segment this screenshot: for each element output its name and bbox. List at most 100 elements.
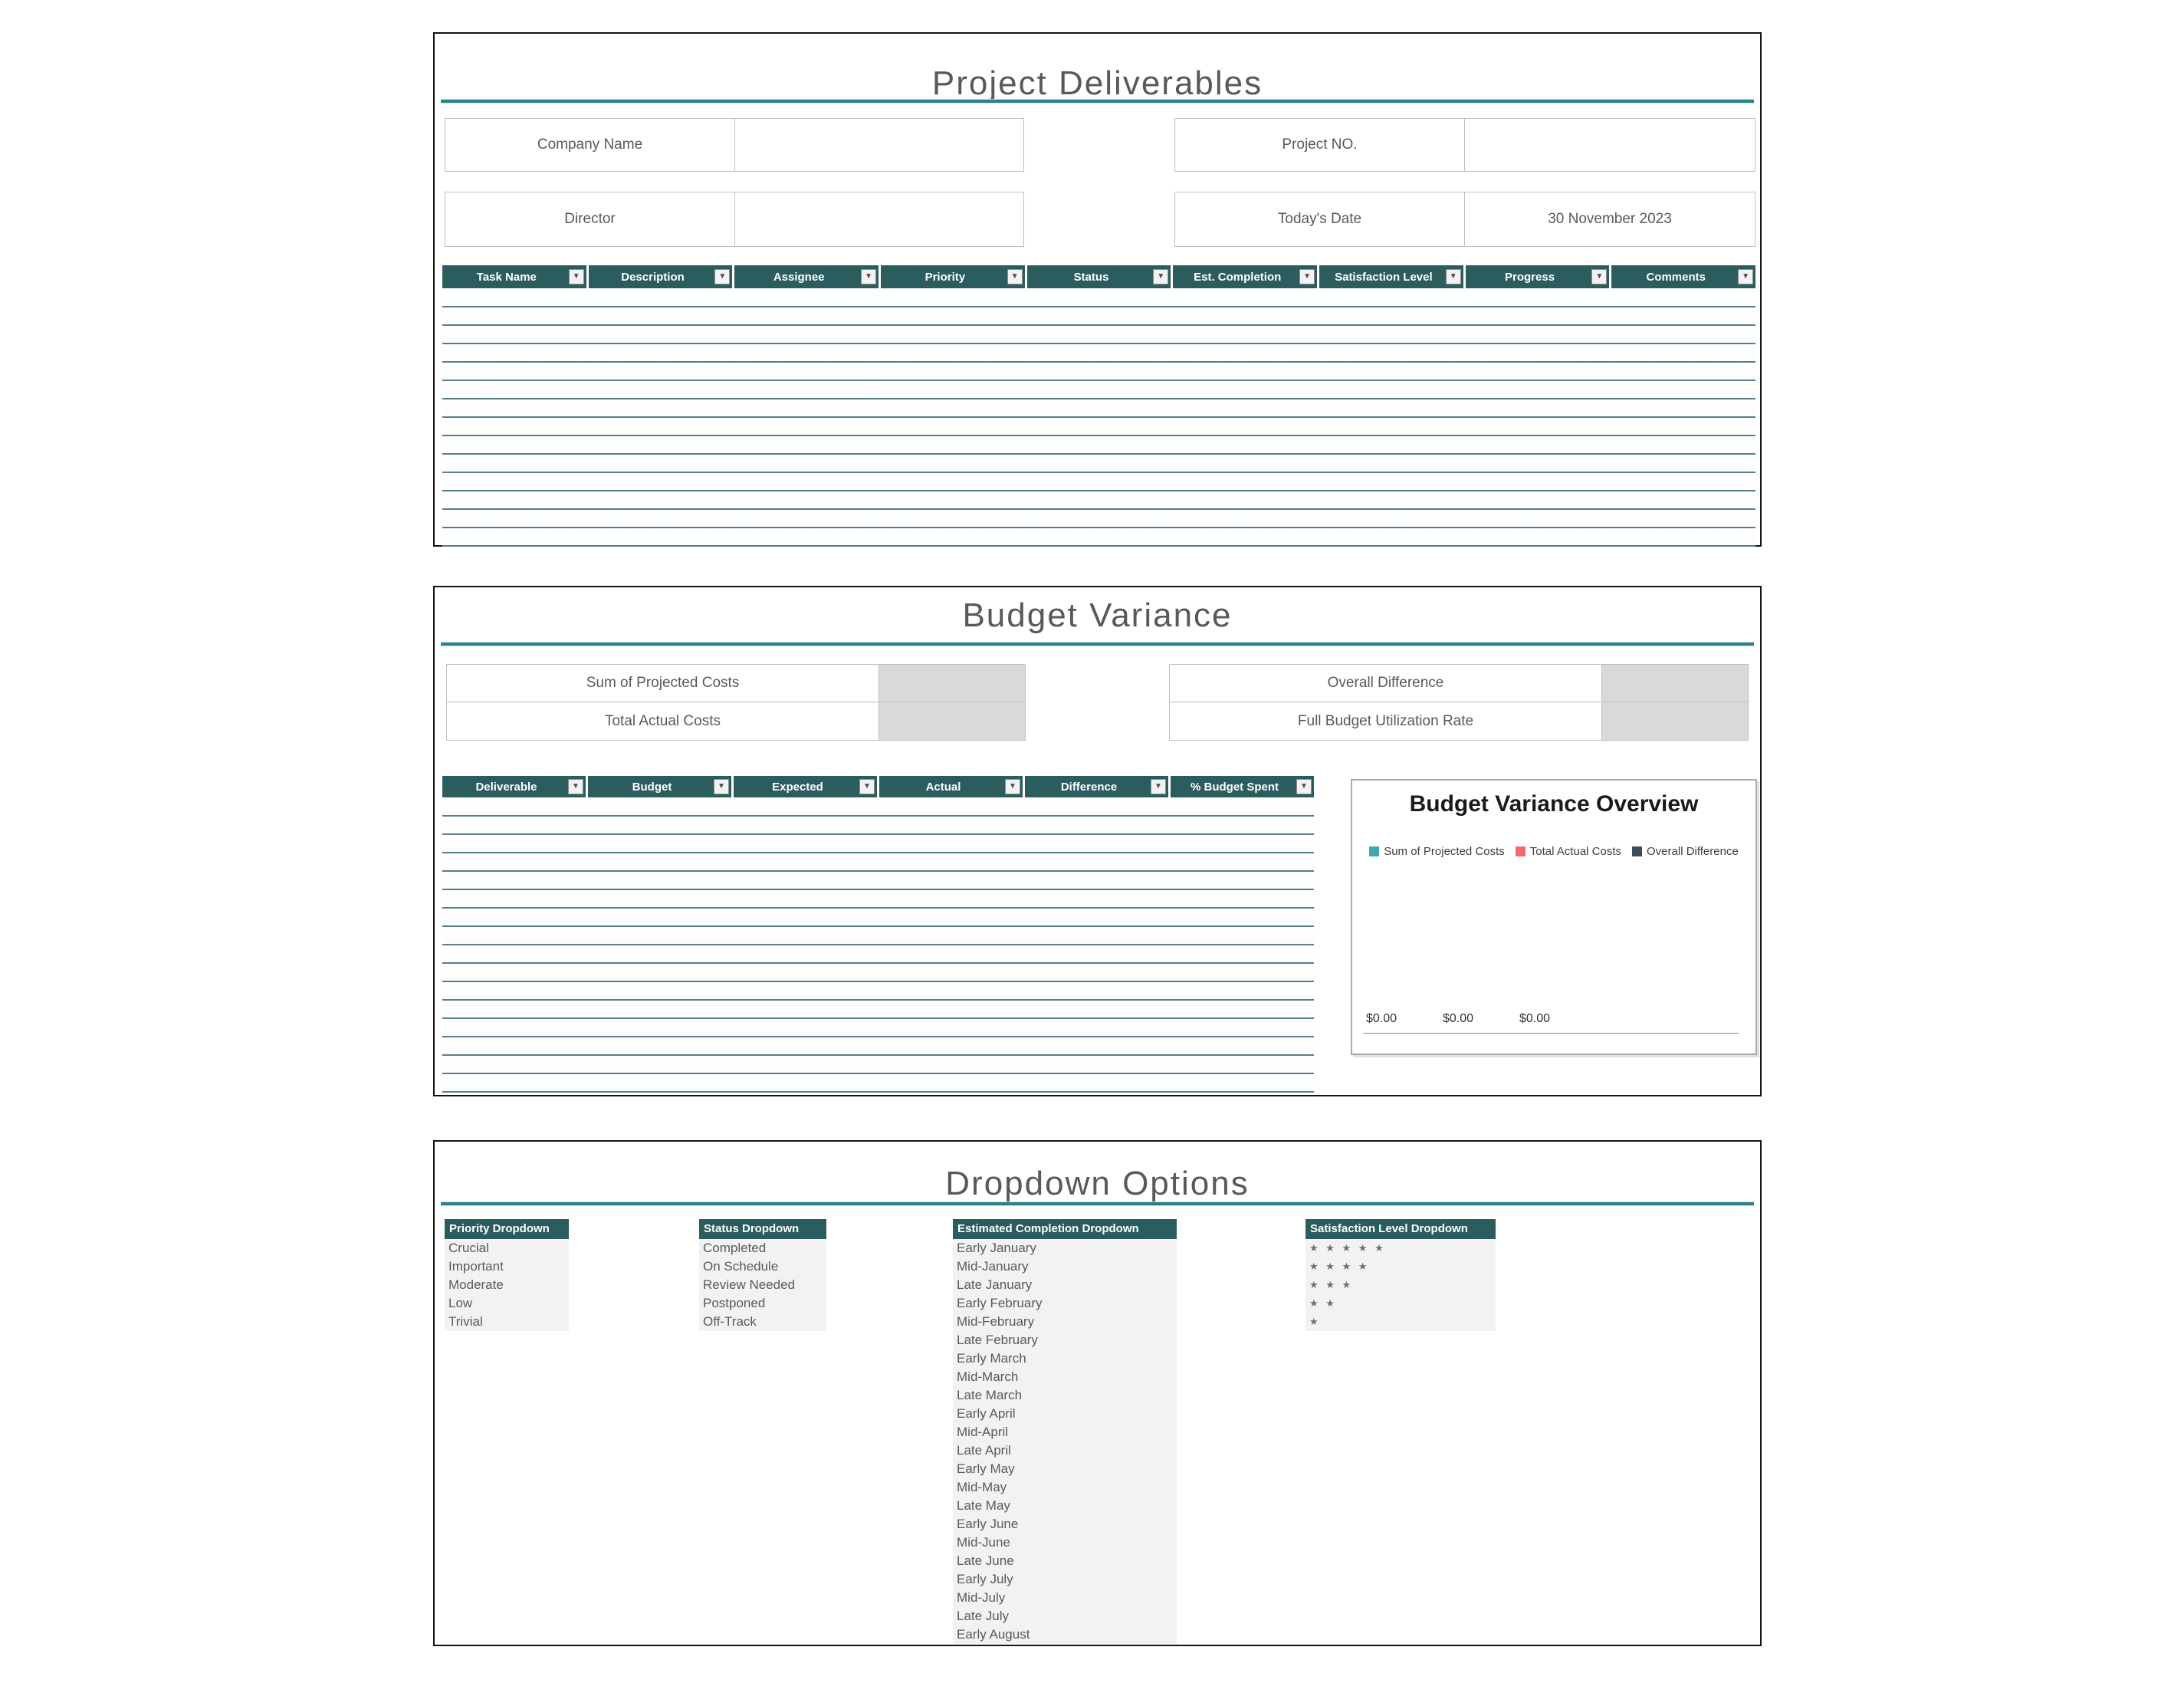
table-row[interactable] [442, 473, 1755, 491]
table-row[interactable] [442, 436, 1755, 455]
list-item: Postponed [703, 1296, 766, 1310]
data-label: $0.00 [1519, 1012, 1551, 1025]
column-filter-button[interactable]: ▼ [568, 779, 583, 794]
filter-arrow-icon: ▼ [718, 272, 727, 281]
column-header: Expected ▼ [734, 776, 877, 797]
column-header: Status ▼ [1026, 265, 1171, 288]
column-filter-button[interactable]: ▼ [1151, 779, 1166, 794]
column-header-label: Progress [1505, 270, 1555, 284]
column-filter-button[interactable]: ▼ [1738, 269, 1754, 284]
table-row[interactable] [442, 1074, 1314, 1093]
list-item: Mid-January [957, 1259, 1029, 1274]
list-item: On Schedule [703, 1259, 779, 1274]
table-row[interactable] [442, 798, 1314, 817]
column-header: Task Name ▼ [442, 265, 586, 288]
budget-table-header: Deliverable ▼ Budget ▼ Expected ▼ Actual… [442, 776, 1314, 797]
table-row[interactable] [442, 1019, 1314, 1037]
column-filter-button[interactable]: ▼ [1153, 269, 1169, 284]
actual-costs-value [879, 702, 1026, 741]
column-header: Priority ▼ [881, 265, 1025, 288]
list-header: Status Dropdown [699, 1219, 826, 1239]
column-filter-button[interactable]: ▼ [859, 779, 875, 794]
list-item: Early May [957, 1461, 1015, 1476]
column-header-label: Budget [632, 780, 672, 794]
list-item: Early June [957, 1517, 1019, 1531]
project-no-field[interactable] [1464, 118, 1755, 172]
title-divider [441, 1202, 1754, 1205]
column-header: Assignee ▼ [734, 265, 879, 288]
column-filter-button[interactable]: ▼ [1005, 779, 1020, 794]
director-label: Director [445, 192, 735, 247]
project-deliverables-panel: Project Deliverables Company Name Projec… [433, 32, 1762, 547]
table-row[interactable] [442, 853, 1314, 872]
filter-arrow-icon: ▼ [572, 782, 580, 791]
table-row[interactable] [442, 528, 1755, 547]
list-item: Late June [957, 1553, 1014, 1568]
table-row[interactable] [442, 927, 1314, 945]
table-row[interactable] [442, 817, 1314, 835]
column-filter-button[interactable]: ▼ [1445, 269, 1461, 284]
column-filter-button[interactable]: ▼ [714, 269, 731, 284]
title-divider [441, 100, 1754, 103]
company-name-field[interactable] [734, 118, 1024, 172]
filter-arrow-icon: ▼ [863, 782, 871, 791]
list-item: Early August [957, 1627, 1030, 1642]
table-row[interactable] [442, 399, 1755, 418]
list-item: Late April [957, 1443, 1011, 1458]
budget-utilization-value [1601, 702, 1749, 741]
list-item: Late May [957, 1498, 1010, 1513]
column-header: Budget ▼ [588, 776, 731, 797]
list-item-star-rating: ★ ★ ★ [1309, 1279, 1354, 1290]
filter-arrow-icon: ▼ [718, 782, 725, 791]
column-header: Difference ▼ [1025, 776, 1168, 797]
director-field[interactable] [734, 192, 1024, 247]
chart-title: Budget Variance Overview [1409, 791, 1699, 817]
table-row[interactable] [442, 909, 1314, 927]
table-row[interactable] [442, 381, 1755, 399]
column-filter-button[interactable]: ▼ [1007, 269, 1023, 284]
column-header-label: Priority [925, 270, 966, 284]
table-row[interactable] [442, 363, 1755, 381]
filter-arrow-icon: ▼ [1300, 782, 1308, 791]
column-header-label: Task Name [476, 270, 537, 284]
filter-arrow-icon: ▼ [1449, 272, 1457, 281]
table-row[interactable] [442, 491, 1755, 510]
column-filter-button[interactable]: ▼ [1591, 269, 1608, 284]
list-item: Mid-July [957, 1590, 1006, 1605]
budget-variance-chart: Budget Variance Overview Sum of Projecte… [1351, 779, 1757, 1055]
column-filter-button[interactable]: ▼ [568, 269, 584, 284]
table-row[interactable] [442, 835, 1314, 853]
column-header: % Budget Spent ▼ [1171, 776, 1314, 797]
table-row[interactable] [442, 964, 1314, 982]
list-item: Early January [957, 1241, 1036, 1255]
column-filter-button[interactable]: ▼ [1299, 269, 1315, 284]
table-row[interactable] [442, 1001, 1314, 1019]
table-row[interactable] [442, 982, 1314, 1001]
column-header-label: Satisfaction Level [1335, 270, 1433, 284]
list-item: Late February [957, 1333, 1038, 1347]
table-row[interactable] [442, 418, 1755, 436]
filter-arrow-icon: ▼ [1157, 272, 1165, 281]
dropdown-options-panel: Dropdown Options Priority Dropdown Cruci… [433, 1140, 1762, 1646]
table-row[interactable] [442, 326, 1755, 344]
todays-date-label: Today's Date [1174, 192, 1465, 247]
column-header: Comments ▼ [1611, 265, 1756, 288]
column-filter-button[interactable]: ▼ [861, 269, 877, 284]
column-filter-button[interactable]: ▼ [1296, 779, 1312, 794]
table-row[interactable] [442, 945, 1314, 964]
table-row[interactable] [442, 890, 1314, 909]
table-row[interactable] [442, 344, 1755, 363]
table-row[interactable] [442, 307, 1755, 326]
todays-date-value[interactable]: 30 November 2023 [1464, 192, 1755, 247]
table-row[interactable] [442, 872, 1314, 890]
list-item: Late March [957, 1388, 1023, 1402]
list-item: Mid-May [957, 1480, 1007, 1494]
table-row[interactable] [442, 1056, 1314, 1074]
table-row[interactable] [442, 1037, 1314, 1056]
list-items: Early January Mid-January Late January Earl… [953, 1239, 1177, 1644]
table-row[interactable] [442, 455, 1755, 473]
table-row[interactable] [442, 510, 1755, 528]
column-filter-button[interactable]: ▼ [714, 779, 729, 794]
table-row[interactable] [442, 289, 1755, 307]
